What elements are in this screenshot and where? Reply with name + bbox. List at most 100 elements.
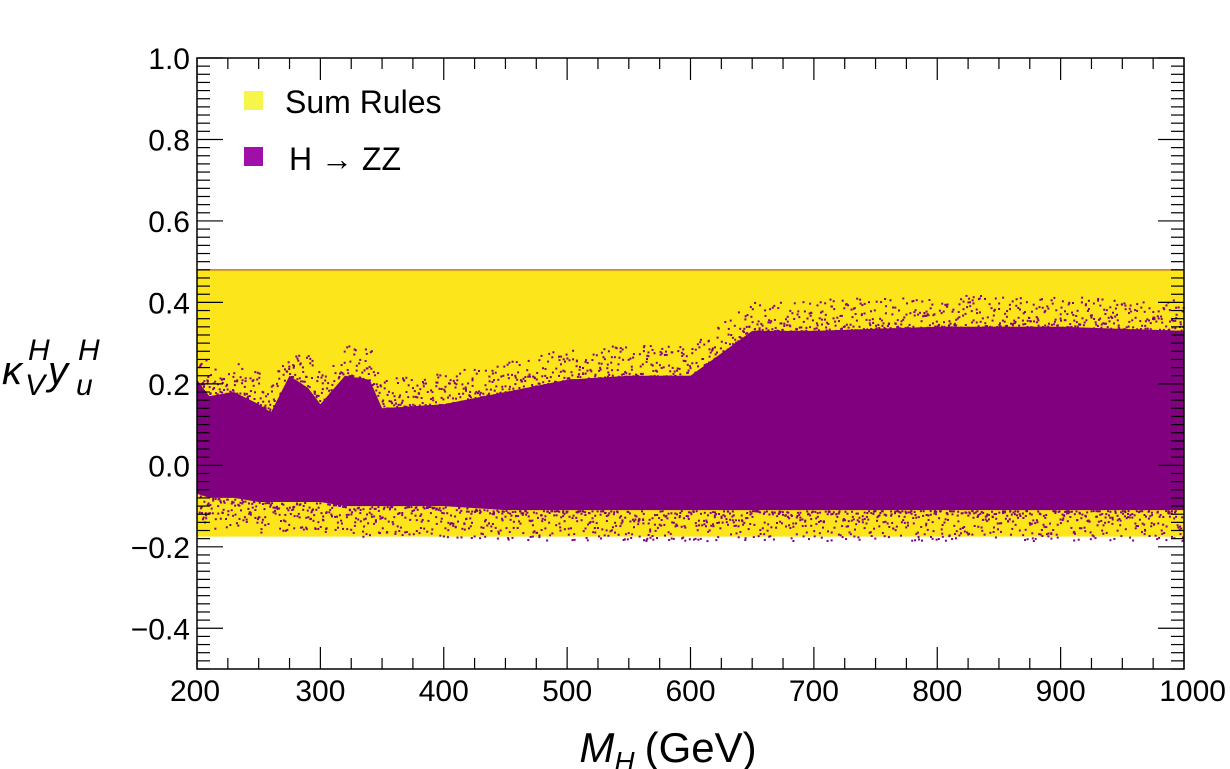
h-zz-point: [848, 531, 851, 534]
h-zz-point: [315, 394, 318, 397]
h-zz-point: [764, 314, 767, 317]
h-zz-point: [1026, 326, 1029, 328]
h-zz-point: [599, 377, 602, 380]
h-zz-point: [404, 531, 407, 534]
h-zz-point: [1025, 301, 1028, 304]
h-zz-point: [878, 514, 881, 517]
h-zz-point: [785, 525, 788, 528]
h-zz-point: [486, 394, 489, 397]
h-zz-point: [937, 538, 940, 540]
h-zz-point: [965, 294, 968, 297]
h-zz-point: [272, 384, 275, 387]
h-zz-point: [320, 376, 323, 379]
h-zz-point: [452, 401, 455, 404]
h-zz-point: [386, 407, 389, 410]
h-zz-point: [355, 369, 358, 372]
h-zz-point: [493, 379, 495, 382]
h-zz-point: [413, 509, 416, 512]
h-zz-point: [960, 512, 963, 515]
h-zz-point: [369, 534, 371, 537]
h-zz-point: [902, 519, 905, 522]
h-zz-point: [841, 299, 844, 302]
h-zz-point: [276, 507, 279, 510]
h-zz-point: [973, 512, 976, 515]
h-zz-point: [906, 327, 909, 330]
h-zz-point: [489, 512, 491, 515]
x-tick-label: 700: [789, 675, 839, 708]
h-zz-point: [418, 404, 421, 407]
h-zz-point: [908, 323, 911, 326]
h-zz-point: [716, 351, 718, 354]
h-zz-point: [615, 524, 618, 527]
h-zz-point: [917, 516, 920, 519]
h-zz-point: [881, 510, 884, 513]
h-zz-point: [699, 341, 702, 344]
h-zz-point: [672, 521, 675, 524]
h-zz-point: [1143, 514, 1146, 516]
h-zz-point: [834, 324, 837, 327]
h-zz-point: [281, 502, 284, 505]
h-zz-point: [568, 377, 571, 380]
h-zz-point: [979, 512, 982, 515]
h-zz-point: [493, 512, 495, 514]
h-zz-point: [767, 523, 770, 526]
h-zz-point: [991, 510, 993, 513]
h-zz-point: [618, 356, 621, 359]
h-zz-point: [575, 365, 578, 368]
h-zz-point: [888, 322, 891, 325]
h-zz-point: [1047, 325, 1050, 328]
h-zz-point: [1068, 301, 1071, 304]
y-axis-kappa-sub: V: [25, 369, 48, 402]
h-zz-point: [294, 373, 297, 376]
h-zz-point: [548, 521, 551, 524]
h-zz-point: [730, 334, 733, 336]
h-zz-point: [570, 527, 572, 530]
h-zz-point: [904, 326, 907, 329]
h-zz-point: [1047, 535, 1050, 538]
h-zz-point: [1121, 328, 1124, 331]
h-zz-point: [430, 389, 433, 392]
h-zz-point: [239, 501, 242, 504]
h-zz-point: [1153, 523, 1156, 526]
h-zz-point: [1174, 511, 1176, 514]
h-zz-point: [603, 348, 606, 351]
h-zz-point: [773, 318, 776, 321]
h-zz-point: [584, 360, 587, 363]
h-zz-point: [911, 539, 914, 542]
h-zz-point: [687, 515, 690, 518]
h-zz-point: [1124, 528, 1127, 531]
h-zz-point: [822, 526, 824, 529]
h-zz-point: [768, 513, 771, 516]
h-zz-point: [670, 537, 673, 540]
h-zz-point: [722, 514, 725, 517]
h-zz-point: [435, 381, 438, 384]
h-zz-point: [834, 320, 837, 323]
h-zz-point: [822, 520, 825, 523]
h-zz-point: [469, 525, 472, 528]
h-zz-point: [829, 298, 832, 301]
h-zz-point: [302, 371, 305, 373]
h-zz-point: [200, 362, 203, 365]
h-zz-point: [1179, 321, 1182, 324]
h-zz-point: [275, 505, 278, 508]
h-zz-point: [562, 515, 565, 518]
h-zz-point: [411, 510, 414, 512]
h-zz-point: [1163, 532, 1166, 534]
h-zz-point: [525, 513, 528, 516]
h-zz-point: [719, 527, 722, 530]
h-zz-point: [735, 341, 738, 344]
h-zz-point: [410, 506, 413, 509]
h-zz-point: [809, 314, 812, 317]
h-zz-point: [960, 326, 963, 329]
h-zz-point: [699, 537, 702, 540]
h-zz-point: [680, 351, 683, 354]
h-zz-point: [733, 525, 736, 527]
h-zz-point: [1095, 323, 1098, 326]
h-zz-point: [925, 514, 928, 516]
h-zz-point: [1179, 525, 1181, 528]
h-zz-point: [895, 525, 898, 528]
h-zz-point: [1123, 302, 1126, 305]
h-zz-point: [329, 392, 332, 395]
h-zz-point: [917, 536, 920, 538]
h-zz-point: [536, 372, 539, 374]
